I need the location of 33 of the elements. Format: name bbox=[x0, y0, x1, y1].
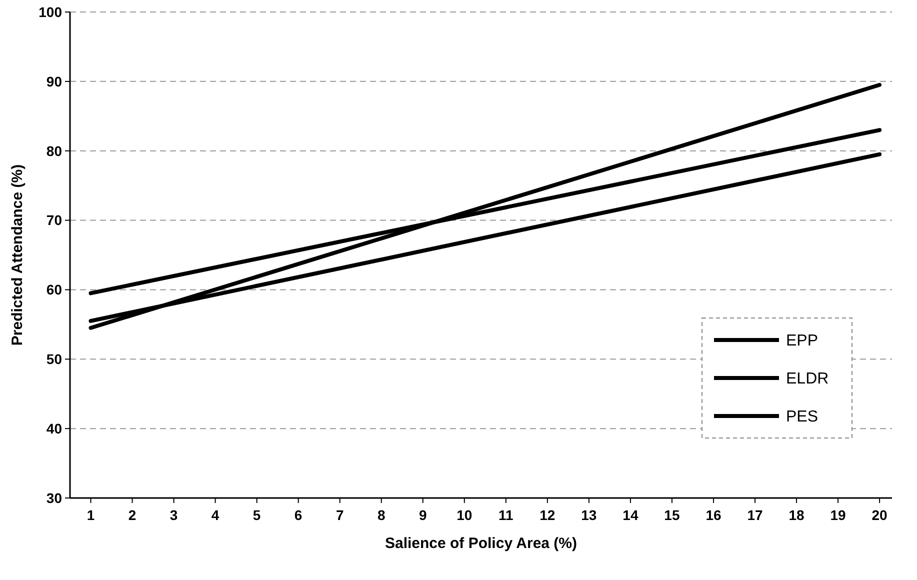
x-tick-label: 18 bbox=[788, 507, 805, 523]
x-tick-label: 2 bbox=[128, 507, 136, 523]
x-tick-label: 9 bbox=[418, 507, 427, 523]
x-tick-label: 1 bbox=[86, 507, 95, 523]
y-tick-label: 90 bbox=[46, 73, 62, 90]
x-tick-label: 7 bbox=[336, 507, 344, 523]
x-axis-title: Salience of Policy Area (%) bbox=[384, 535, 578, 552]
x-tick-label: 3 bbox=[170, 507, 178, 523]
x-tick-label: 12 bbox=[540, 507, 556, 523]
y-tick-label: 100 bbox=[38, 4, 62, 20]
x-tick-label: 11 bbox=[498, 507, 514, 523]
y-tick-label: 60 bbox=[46, 282, 62, 298]
x-tick-label: 15 bbox=[664, 507, 680, 523]
x-tick-label: 20 bbox=[872, 507, 888, 523]
x-tick-label: 8 bbox=[377, 507, 386, 523]
y-tick-label: 40 bbox=[46, 420, 62, 436]
legend-label: PES bbox=[786, 408, 818, 426]
x-tick-label: 19 bbox=[830, 507, 846, 523]
y-tick-label: 30 bbox=[46, 490, 62, 506]
x-tick-label: 16 bbox=[706, 507, 722, 523]
x-tick-label: 5 bbox=[252, 507, 261, 523]
x-tick-label: 10 bbox=[456, 507, 472, 523]
x-tick-label: 17 bbox=[747, 507, 763, 523]
x-tick-label: 4 bbox=[211, 507, 220, 523]
y-tick-label: 70 bbox=[46, 212, 62, 228]
y-tick-label: 50 bbox=[46, 351, 62, 368]
y-tick-label: 80 bbox=[46, 142, 62, 159]
x-tick-label: 14 bbox=[622, 507, 638, 523]
legend-label: EPP bbox=[786, 332, 818, 350]
legend-label: ELDR bbox=[786, 370, 829, 388]
x-tick-label: 6 bbox=[294, 507, 302, 523]
x-tick-label: 13 bbox=[581, 507, 597, 523]
y-axis-title: Predicted Attendance (%) bbox=[9, 164, 26, 346]
